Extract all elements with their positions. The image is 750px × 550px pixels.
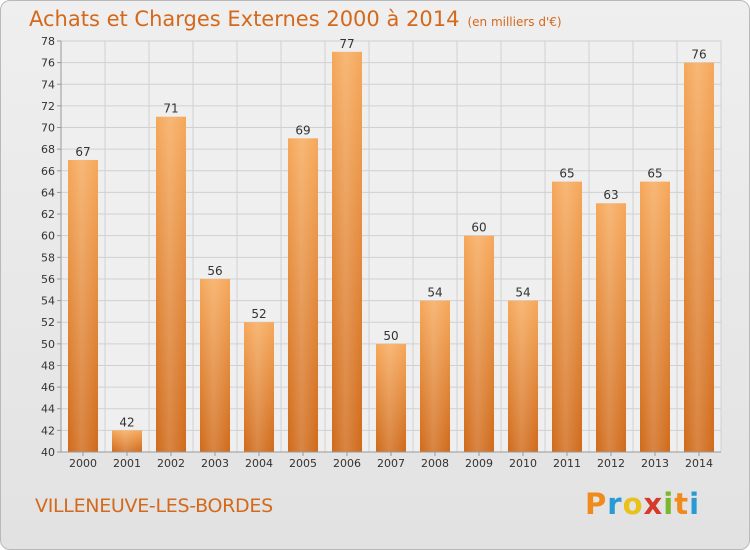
bar-shine [508,300,538,452]
bar-value-label: 50 [383,329,398,343]
x-tick-label: 2012 [597,457,625,470]
proxiti-logo: Proxiti [585,487,700,521]
bar-value-label: 54 [427,286,442,300]
y-tick-label: 74 [41,78,55,91]
bar-shine [200,278,230,452]
bar-value-label: 65 [559,167,574,181]
bar-value-label: 76 [691,48,706,62]
bar-shine [464,235,494,452]
x-tick-label: 2003 [201,457,229,470]
y-tick-label: 42 [41,424,55,437]
logo-letter: i [663,487,675,521]
y-tick-label: 72 [41,100,55,113]
axes: 40 42 44 46 48 50 52 54 56 58 60 62 64 66 68 70 72 74 76 78… [41,35,721,470]
y-tick-label: 62 [41,208,55,221]
bar-value-label: 52 [251,307,266,321]
x-tick-label: 2001 [113,457,141,470]
bar-shine [596,203,626,452]
bar-value-label: 71 [163,102,178,116]
logo-letter: r [607,487,623,521]
y-tick-label: 44 [41,403,55,416]
y-tick-label: 70 [41,122,55,135]
bars: 67 42 71 56 52 69 77 50 54 60 54 65 63 65 76 [68,37,714,453]
bar-value-label: 42 [119,415,134,429]
bar-shine [244,322,274,452]
y-tick-label: 66 [41,165,55,178]
bar-shine [156,116,186,453]
y-tick-label: 78 [41,35,55,48]
x-tick-label: 2014 [685,457,713,470]
x-tick-label: 2006 [333,457,361,470]
bar-shine [684,62,714,452]
logo-letter: P [585,487,608,521]
x-tick-label: 2007 [377,457,405,470]
bar-shine [112,430,142,452]
y-tick-label: 54 [41,295,55,308]
bar-value-label: 60 [471,221,486,235]
y-tick-label: 56 [41,273,55,286]
x-tick-label: 2002 [157,457,185,470]
bar-shine [332,51,362,452]
y-tick-label: 48 [41,359,55,372]
y-tick-label: 76 [41,57,55,70]
x-tick-label: 2004 [245,457,273,470]
y-tick-label: 64 [41,186,55,199]
place-name: VILLENEUVE-LES-BORDES [35,495,273,517]
y-tick-label: 50 [41,338,55,351]
chart-title-text: Achats et Charges Externes 2000 à 2014 [29,7,460,31]
y-tick-label: 46 [41,381,55,394]
bar-shine [376,343,406,452]
bar-shine [420,300,450,452]
x-tick-label: 2005 [289,457,317,470]
bar-shine [552,181,582,452]
x-tick-label: 2000 [69,457,97,470]
bar-value-label: 56 [207,264,222,278]
bar-value-label: 67 [75,145,90,159]
y-tick-label: 40 [41,446,55,459]
x-tick-label: 2008 [421,457,449,470]
bar-value-label: 77 [339,37,354,51]
x-tick-label: 2010 [509,457,537,470]
logo-letter: o [622,487,644,521]
logo-letter: i [689,487,701,521]
bar-shine [640,181,670,452]
bar-value-label: 65 [647,167,662,181]
chart-title: Achats et Charges Externes 2000 à 2014 (e… [29,7,562,31]
y-tick-label: 68 [41,143,55,156]
chart-subtitle: (en milliers d'€) [467,15,562,29]
y-tick-label: 58 [41,251,55,264]
y-tick-label: 60 [41,230,55,243]
logo-letter: x [643,487,664,521]
bar-value-label: 63 [603,188,618,202]
x-tick-label: 2011 [553,457,581,470]
logo-letter: t [674,487,690,521]
bar-shine [68,159,98,452]
x-tick-label: 2013 [641,457,669,470]
x-tick-label: 2009 [465,457,493,470]
y-tick-label: 52 [41,316,55,329]
bar-shine [288,138,318,452]
bar-value-label: 54 [515,286,530,300]
bar-value-label: 69 [295,123,310,137]
